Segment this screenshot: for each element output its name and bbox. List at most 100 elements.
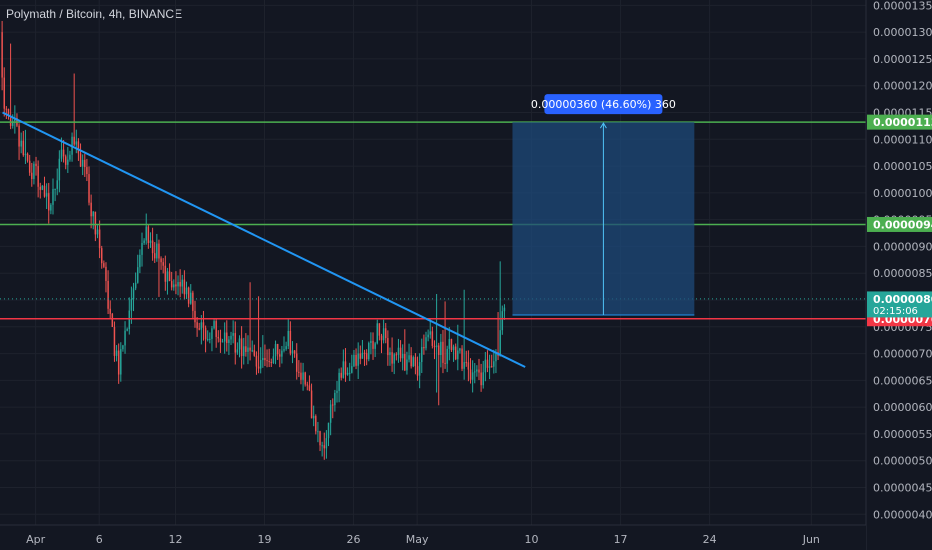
candle-body xyxy=(162,262,164,266)
candle-body xyxy=(493,361,495,367)
candle-body xyxy=(137,267,139,283)
candle-body xyxy=(69,154,71,160)
candle-body xyxy=(149,240,152,244)
candle-body xyxy=(353,354,355,367)
price-axis-bg xyxy=(866,0,932,550)
candle-body xyxy=(440,341,442,356)
candle-body xyxy=(50,204,52,211)
measure-label: 0.00000360 (46.60%) 360 xyxy=(531,98,676,111)
candle-body xyxy=(262,358,264,361)
candle-body xyxy=(143,240,145,243)
candle-body xyxy=(175,284,177,287)
candle-body xyxy=(291,350,294,354)
candle-body xyxy=(329,404,332,423)
time-tick-label: Jun xyxy=(802,533,820,546)
candle-body xyxy=(499,330,501,356)
time-tick-label: 10 xyxy=(525,533,539,546)
candle-body xyxy=(495,352,497,362)
candle-body xyxy=(404,354,406,371)
candle-body xyxy=(490,366,493,368)
candle-body xyxy=(105,266,107,281)
candle-body xyxy=(192,292,194,311)
candle-body xyxy=(446,348,448,364)
candle-body xyxy=(467,362,470,370)
candle-body xyxy=(215,321,217,337)
candle-body xyxy=(357,353,359,366)
candle-body xyxy=(141,242,143,255)
current-price-tag-bg xyxy=(867,291,932,318)
candle-body xyxy=(382,328,385,341)
candle-body xyxy=(204,327,207,340)
candle-body xyxy=(459,348,461,351)
candle-body xyxy=(442,341,444,363)
candle-body xyxy=(52,189,54,205)
candle-body xyxy=(469,369,472,380)
candle-body xyxy=(304,372,306,385)
candle-body xyxy=(431,331,434,346)
candle-body xyxy=(344,361,347,375)
candle-body xyxy=(11,121,14,126)
candle-body xyxy=(183,279,186,295)
candle-body xyxy=(332,404,334,406)
candle-body xyxy=(302,372,304,380)
candle-body xyxy=(151,240,154,254)
candle-body xyxy=(128,310,131,330)
candle-body xyxy=(62,149,65,157)
candle-body xyxy=(7,109,10,117)
candle-body xyxy=(249,347,251,351)
candle-body xyxy=(58,158,61,181)
candle-body xyxy=(232,333,234,336)
candle-body xyxy=(236,349,239,353)
candle-body xyxy=(257,366,260,369)
trendline xyxy=(2,111,526,368)
candle-body xyxy=(444,362,446,364)
candle-body xyxy=(374,343,376,349)
candle-body xyxy=(378,323,381,336)
candle-body xyxy=(228,339,230,343)
candle-body xyxy=(325,438,328,449)
candle-body xyxy=(312,416,315,419)
candle-body xyxy=(226,332,228,343)
candle-body xyxy=(395,354,398,356)
candle-body xyxy=(474,371,476,373)
candle-body xyxy=(285,346,287,350)
level-tag-resistance-lower: 0.00000941 xyxy=(873,218,932,231)
candle-body xyxy=(54,188,56,190)
candle-body xyxy=(5,108,8,110)
candle-body xyxy=(185,287,188,295)
candle-body xyxy=(115,350,118,356)
candle-body xyxy=(26,153,29,161)
candle-body xyxy=(107,280,109,309)
level-tag-resistance-lower-bg xyxy=(867,216,932,232)
candle-body xyxy=(247,347,249,352)
candle-body xyxy=(336,390,338,393)
candle-body xyxy=(338,372,340,391)
candle-body xyxy=(319,431,321,446)
candle-body xyxy=(238,338,241,350)
level-tag-resistance-upper: 0.00001132 xyxy=(873,116,932,129)
time-axis[interactable]: Apr 6 12 19 26 May 10 17 24 Jun xyxy=(0,524,866,550)
candle-body xyxy=(173,284,175,288)
candle-body xyxy=(406,359,408,371)
candle-body xyxy=(408,355,410,360)
candle-body xyxy=(300,372,302,380)
candle-body xyxy=(384,328,387,339)
candle-body xyxy=(196,322,198,329)
candle-body xyxy=(323,445,326,449)
candle-body xyxy=(425,337,427,349)
candle-body xyxy=(478,369,480,373)
overlays: 0.00000360 (46.60%) 360 xyxy=(0,94,866,368)
candle-body xyxy=(437,345,440,356)
candle-body xyxy=(340,372,342,378)
candle-body xyxy=(41,185,44,190)
candle-body xyxy=(190,292,192,304)
